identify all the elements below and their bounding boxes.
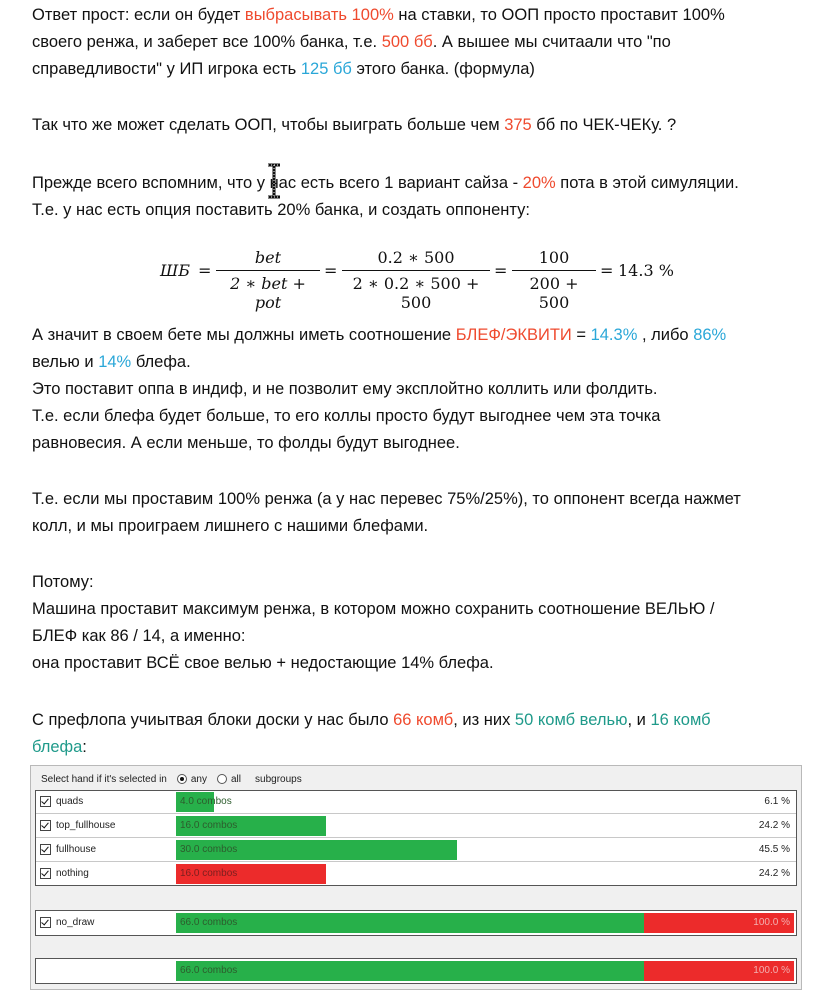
- formula-equals: =: [494, 261, 508, 280]
- paragraph-overbet: Т.е. если мы проставим 100% ренжа (а у н…: [32, 490, 741, 535]
- pct-quads: 6.1 %: [764, 796, 790, 807]
- formula-fraction-3: 100 200 + 500: [512, 248, 596, 312]
- bar-total-label: 66.0 combos: [180, 965, 238, 976]
- subgroups-label[interactable]: subgroups: [255, 773, 302, 785]
- made-hands-group: quads 4.0 combos 6.1 % top_fullhouse 16.…: [35, 790, 797, 886]
- draws-group: no_draw 66.0 combos 100.0 %: [35, 910, 797, 936]
- paragraph-question: Так что же может сделать ООП, чтобы выиг…: [32, 116, 677, 134]
- formula-equals: =: [324, 261, 338, 280]
- hand-row-fullhouse[interactable]: fullhouse 30.0 combos 45.5 %: [36, 839, 796, 862]
- paragraph-sizing: Прежде всего вспомним, что у нас есть вс…: [32, 174, 739, 219]
- checkbox-fullhouse[interactable]: [40, 844, 51, 855]
- hand-row-nothing[interactable]: nothing 16.0 combos 24.2 %: [36, 863, 796, 886]
- hand-row-quads[interactable]: quads 4.0 combos 6.1 %: [36, 791, 796, 814]
- pct-no-draw: 100.0 %: [753, 917, 790, 928]
- hand-categories-panel: Select hand if it's selected in any all …: [30, 765, 802, 990]
- radio-any-label[interactable]: any: [190, 773, 207, 785]
- bar-total-bluff: [644, 961, 794, 981]
- bar-nothing: [176, 864, 326, 884]
- total-row: 66.0 combos 100.0 %: [36, 960, 796, 983]
- pct-nothing: 24.2 %: [758, 868, 790, 879]
- checkbox-quads[interactable]: [40, 796, 51, 807]
- formula-equals: =: [600, 261, 614, 280]
- pct-top-fullhouse: 24.2 %: [758, 820, 790, 831]
- hand-row-top-fullhouse[interactable]: top_fullhouse 16.0 combos 24.2 %: [36, 815, 796, 838]
- formula-fraction-1: bet 2 ∗ bet + pot: [216, 248, 320, 312]
- checkbox-no-draw[interactable]: [40, 917, 51, 928]
- bar-fullhouse: [176, 840, 458, 860]
- bar-nothing-label: 16.0 combos: [180, 868, 238, 879]
- bar-no-draw-bluff: [644, 913, 794, 933]
- text-cursor-icon: [268, 163, 280, 199]
- total-group: 66.0 combos 100.0 %: [35, 958, 797, 984]
- paragraph-answer: Ответ прост: если он будет выбрасывать 1…: [32, 6, 725, 78]
- bar-total-value: [176, 961, 645, 981]
- checkbox-nothing[interactable]: [40, 868, 51, 879]
- checkbox-top-fullhouse[interactable]: [40, 820, 51, 831]
- radio-all[interactable]: [217, 774, 227, 784]
- bar-no-draw-label: 66.0 combos: [180, 917, 238, 928]
- selection-mode-bar: Select hand if it's selected in any all …: [41, 770, 302, 788]
- bar-no-draw-value: [176, 913, 645, 933]
- formula-result: 14.3 %: [618, 261, 674, 280]
- bar-fullhouse-label: 30.0 combos: [180, 844, 238, 855]
- hand-row-no-draw[interactable]: no_draw 66.0 combos 100.0 %: [36, 912, 796, 935]
- bar-quads: [176, 792, 214, 812]
- pct-fullhouse: 45.5 %: [758, 844, 790, 855]
- formula-bluff-frequency: ШБ = bet 2 ∗ bet + pot = 0.2 ∗ 500 2 ∗ 0…: [160, 248, 720, 312]
- formula-lhs: ШБ: [160, 261, 191, 280]
- paragraph-combos: С префлопа учиытвая блоки доски у нас бы…: [32, 711, 711, 756]
- radio-all-label[interactable]: all: [231, 773, 242, 785]
- formula-fraction-2: 0.2 ∗ 500 2 ∗ 0.2 ∗ 500 + 500: [342, 248, 490, 312]
- paragraph-ratio: А значит в своем бете мы должны иметь со…: [32, 326, 727, 452]
- radio-any[interactable]: [176, 774, 187, 784]
- formula-equals: =: [198, 261, 212, 280]
- selection-mode-label: Select hand if it's selected in: [41, 773, 167, 785]
- pct-total: 100.0 %: [753, 965, 790, 976]
- bar-quads-label: 4.0 combos: [180, 796, 232, 807]
- paragraph-conclusion: Потому: Машина проставит максимум ренжа,…: [32, 573, 715, 672]
- bar-top-fullhouse-label: 16.0 combos: [180, 820, 238, 831]
- bar-top-fullhouse: [176, 816, 326, 836]
